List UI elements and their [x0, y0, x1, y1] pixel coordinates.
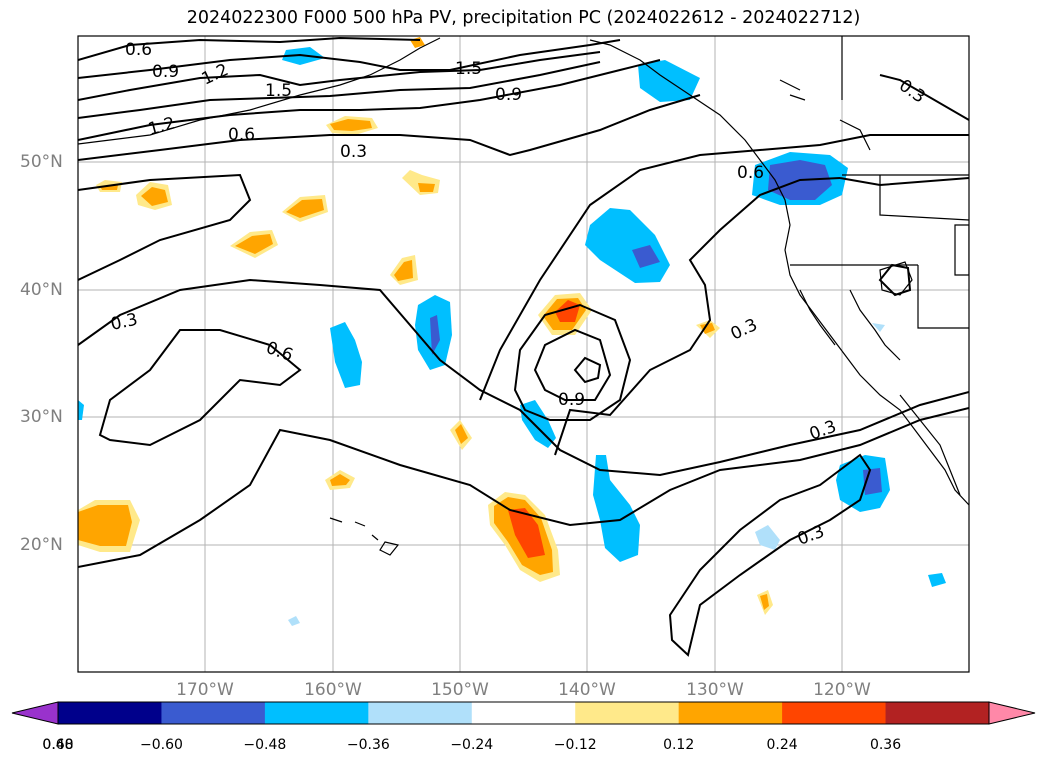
coastlines: [78, 36, 969, 556]
contour-label: 1.2: [146, 114, 177, 140]
contour-label: 0.9: [152, 62, 179, 82]
lon-label: 170°W: [176, 680, 234, 700]
colorbar-cell: [678, 702, 783, 724]
contour-label: 0.3: [109, 310, 140, 335]
contour-label: 0.6: [228, 125, 255, 145]
gridlines: [78, 36, 969, 672]
colorbar-cell: [368, 702, 473, 724]
contour-label: 1.2: [199, 60, 232, 90]
lon-label: 160°W: [304, 680, 362, 700]
colorbar-tick-label: −0.36: [346, 737, 390, 753]
precip-positive-shading: [78, 37, 773, 615]
colorbar-cell: [471, 702, 576, 724]
contour-label: 0.3: [807, 417, 839, 445]
lon-label: 120°W: [813, 680, 871, 700]
pv-contours: [78, 36, 969, 657]
lat-label: 20°N: [20, 535, 63, 555]
colorbar-tick-label: 0.24: [766, 737, 798, 753]
colorbar-cell: [161, 702, 266, 724]
colorbar-tick-label: −0.12: [553, 737, 597, 753]
colorbar-cell: [58, 702, 162, 724]
lat-label: 40°N: [20, 280, 63, 300]
colorbar: [11, 701, 1036, 725]
lon-label: 150°W: [431, 680, 489, 700]
colorbar-tick-label: 0.36: [869, 737, 902, 753]
contour-labels: 0.6 0.9 1.2 1.5 1.5 0.9 1.2 0.6 0.3 0.3 …: [109, 40, 929, 550]
colorbar-cell: [264, 702, 369, 724]
colorbar-cell: [782, 702, 887, 724]
colorbar-frame: [57, 701, 990, 725]
colorbar-tick-label: 0.48: [42, 737, 74, 753]
colorbar-cell: [989, 702, 1035, 724]
colorbar-tick-label: 0.12: [663, 737, 695, 753]
contour-label: 1.5: [265, 81, 292, 101]
colorbar-tick-label: 0.60: [42, 737, 74, 753]
lat-label: 30°N: [20, 407, 63, 427]
colorbar-cell: [885, 702, 990, 724]
colorbar-tick-label: −0.60: [139, 737, 183, 753]
lat-label: 50°N: [20, 152, 63, 172]
chart-title: 2024022300 F000 500 hPa PV, precipitatio…: [186, 8, 861, 28]
colorbar-tick-label: −0.48: [243, 737, 287, 753]
contour-label: 0.3: [728, 315, 761, 345]
contour-label: 0.6: [125, 40, 152, 60]
contour-label: 0.9: [558, 390, 585, 410]
contour-label: 0.6: [737, 163, 764, 183]
lon-label: 130°W: [686, 680, 744, 700]
colorbar-cell: [575, 702, 680, 724]
lon-label: 140°W: [558, 680, 616, 700]
contour-label: 1.5: [455, 59, 482, 79]
colorbar-tick-label: −0.24: [450, 737, 494, 753]
colorbar-cell: [12, 702, 58, 724]
contour-label: 0.3: [340, 142, 367, 162]
map-panel: 0.6 0.9 1.2 1.5 1.5 0.9 1.2 0.6 0.3 0.3 …: [77, 35, 970, 673]
contour-label: 0.9: [495, 85, 522, 105]
map-frame: [77, 35, 970, 673]
